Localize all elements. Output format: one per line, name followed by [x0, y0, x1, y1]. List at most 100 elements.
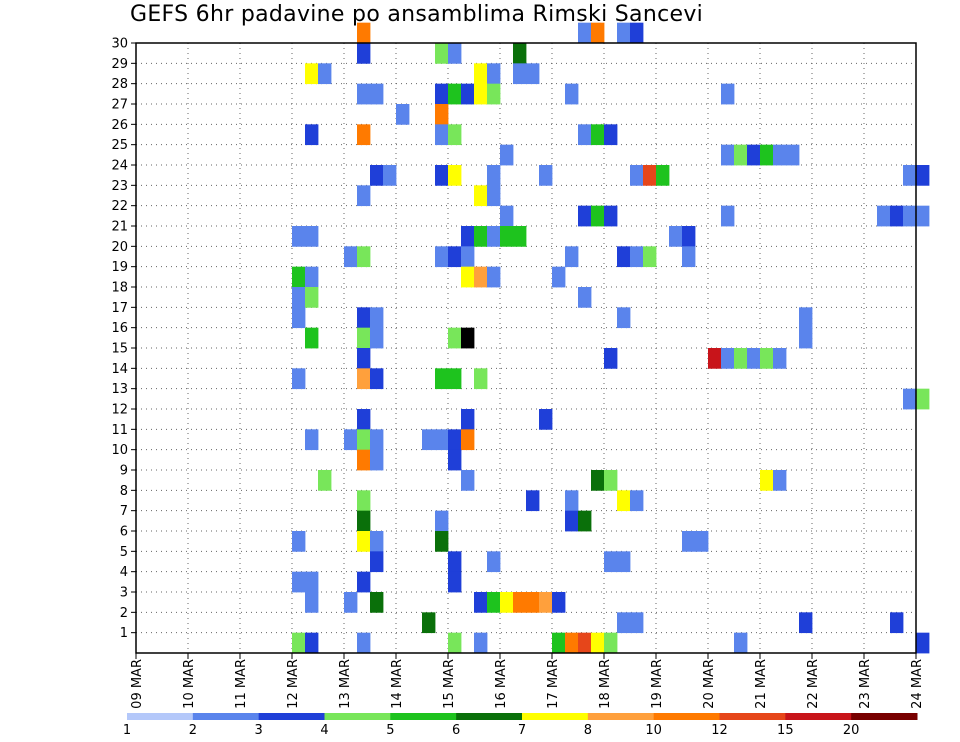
- heatmap-cell: [513, 43, 527, 64]
- heatmap-cell: [500, 226, 514, 247]
- y-tick-label: 26: [111, 118, 128, 133]
- x-tick-label: 11 MAR: [234, 659, 249, 709]
- heatmap-cell: [435, 429, 449, 451]
- legend-label: 15: [777, 723, 794, 738]
- heatmap-cell: [292, 571, 306, 593]
- y-tick-label: 4: [120, 565, 128, 580]
- heatmap-cell: [474, 63, 488, 85]
- heatmap-cell: [435, 124, 449, 146]
- y-tick-label: 5: [120, 545, 128, 560]
- heatmap-cell: [357, 327, 371, 349]
- legend-label: 20: [843, 723, 860, 738]
- heatmap-cell: [578, 205, 592, 227]
- heatmap-cell: [305, 327, 319, 349]
- heatmap-cell: [669, 226, 683, 247]
- x-tick-label: 21 MAR: [754, 659, 769, 709]
- legend-label: 8: [584, 723, 592, 738]
- heatmap-cell: [773, 144, 787, 166]
- heatmap-cell: [526, 63, 540, 85]
- heatmap-cell: [292, 266, 306, 288]
- heatmap-cell: [630, 246, 644, 268]
- legend-swatch: [456, 713, 523, 720]
- heatmap-cell: [539, 592, 553, 613]
- heatmap-cell: [617, 490, 631, 512]
- legend-swatch: [127, 713, 194, 720]
- heatmap-cell: [474, 266, 488, 288]
- heatmap-cell: [318, 63, 332, 85]
- legend-label: 6: [452, 723, 460, 738]
- y-tick-label: 21: [111, 220, 128, 235]
- heatmap-cell: [643, 246, 657, 268]
- heatmap-cell: [435, 43, 449, 64]
- heatmap-cell: [357, 531, 371, 552]
- legend-swatch: [785, 713, 852, 720]
- heatmap-cell: [565, 490, 579, 512]
- heatmap-cell: [305, 63, 319, 85]
- heatmap-cell: [305, 287, 319, 308]
- heatmap-cell: [357, 449, 371, 471]
- heatmap-cell: [617, 612, 631, 634]
- heatmap-cell: [903, 205, 917, 227]
- heatmap-cell: [305, 632, 319, 654]
- y-tick-label: 3: [120, 586, 128, 601]
- heatmap-cell: [500, 144, 514, 166]
- heatmap-cell: [357, 22, 371, 44]
- y-tick-label: 25: [111, 138, 128, 153]
- x-tick-label: 18 MAR: [598, 659, 613, 709]
- heatmap-cell: [708, 348, 722, 369]
- y-tick-label: 13: [111, 382, 128, 397]
- legend-label: 1: [123, 723, 131, 738]
- legend-label: 12: [711, 723, 728, 738]
- heatmap-cell: [487, 226, 501, 247]
- heatmap-cell: [305, 429, 319, 451]
- y-tick-label: 27: [111, 98, 128, 113]
- heatmap-cell: [357, 83, 371, 105]
- heatmap-cell: [422, 429, 436, 451]
- y-tick-label: 22: [111, 199, 128, 214]
- heatmap-cell: [357, 124, 371, 146]
- heatmap-cell: [617, 551, 631, 573]
- x-tick-label: 23 MAR: [858, 659, 873, 709]
- heatmap-cell: [617, 22, 631, 44]
- heatmap-cell: [721, 83, 735, 105]
- y-tick-label: 19: [111, 260, 128, 275]
- heatmap-cell: [435, 246, 449, 268]
- heatmap-cell: [630, 22, 644, 44]
- y-tick-label: 23: [111, 179, 128, 194]
- legend-swatch: [587, 713, 655, 720]
- legend-swatch: [653, 713, 720, 720]
- heatmap-cell: [357, 571, 371, 593]
- heatmap-cell: [916, 165, 930, 186]
- heatmap-cell: [591, 22, 605, 44]
- y-tick-label: 9: [120, 464, 128, 479]
- heatmap-cell: [903, 388, 917, 410]
- y-tick-label: 18: [111, 281, 128, 296]
- heatmap-cell: [474, 226, 488, 247]
- heatmap-cell: [578, 22, 592, 44]
- legend-swatch: [851, 713, 918, 720]
- heatmap-cell: [487, 592, 501, 613]
- heatmap-cell: [773, 470, 787, 491]
- x-tick-label: 13 MAR: [338, 659, 353, 709]
- y-tick-label: 14: [111, 362, 128, 377]
- heatmap-cell: [916, 205, 930, 227]
- heatmap-cell: [578, 124, 592, 146]
- heatmap-cell: [396, 104, 410, 125]
- heatmap-cell: [305, 124, 319, 146]
- heatmap-cell: [370, 327, 384, 349]
- heatmap-cell: [591, 470, 605, 491]
- heatmap-cell: [604, 124, 618, 146]
- heatmap-cell: [357, 510, 371, 532]
- heatmap-cell: [747, 144, 761, 166]
- heatmap-cell: [448, 632, 462, 654]
- heatmap-cell: [721, 205, 735, 227]
- heatmap-cell: [799, 307, 813, 329]
- legend-label: 5: [386, 723, 394, 738]
- x-tick-label: 22 MAR: [806, 659, 821, 709]
- heatmap-cell: [357, 185, 371, 207]
- x-tick-label: 15 MAR: [442, 659, 457, 709]
- heatmap-cell: [526, 592, 540, 613]
- heatmap-cell: [474, 368, 488, 390]
- y-tick-label: 8: [120, 484, 128, 499]
- heatmap-cell: [565, 632, 579, 654]
